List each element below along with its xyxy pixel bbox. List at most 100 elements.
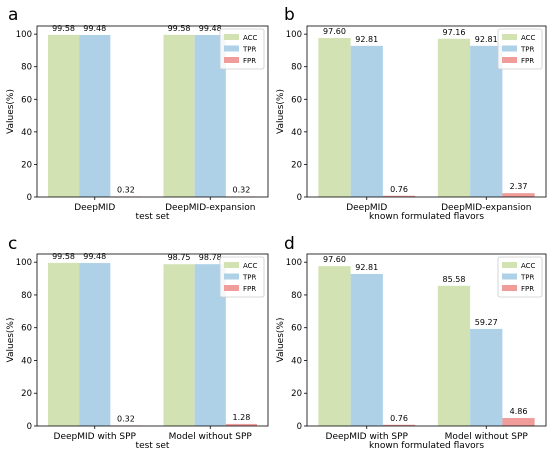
bar-fpr [502, 418, 535, 426]
bar-acc [47, 262, 80, 426]
bar-fpr [382, 195, 416, 197]
chart-panel-d: d 97.60 92.81 0.76 DeepMID with SPP 85.58 59.2… [276, 234, 547, 451]
data-label: 99.58 [52, 24, 75, 33]
y-tick-label: 0 [27, 422, 32, 432]
legend-swatch [502, 262, 517, 268]
bar-acc [163, 264, 195, 426]
data-label: 97.60 [323, 255, 346, 264]
data-label: 4.86 [510, 407, 528, 416]
y-tick-label: 80 [291, 291, 302, 301]
legend-entry: TPR [520, 46, 534, 54]
y-tick-label: 20 [21, 160, 32, 170]
legend-entry: TPR [520, 274, 534, 282]
legend-swatch [224, 273, 239, 280]
legend-swatch [224, 285, 239, 291]
y-tick-label: 100 [16, 258, 32, 268]
y-tick-label: 60 [291, 95, 302, 105]
panel-label: c [8, 234, 17, 254]
bar-tpr [350, 273, 383, 426]
legend-entry: ACC [521, 34, 536, 42]
bar-tpr [79, 34, 111, 197]
y-tick-label: 80 [21, 291, 32, 301]
data-label: 99.48 [83, 252, 106, 261]
bar-acc [437, 38, 471, 197]
plot-frame [306, 25, 547, 198]
data-label: 99.58 [168, 24, 191, 33]
chart-panel-c: c 99.58 99.48 0.32 DeepMID with SPP 98.75 98.7… [6, 234, 269, 451]
legend-swatch [502, 45, 517, 52]
y-tick-label: 60 [21, 324, 32, 334]
legend-swatch [224, 57, 239, 63]
x-tick-label: DeepMID-expansion [165, 203, 255, 213]
plot-frame [36, 25, 269, 198]
y-tick-label: 20 [291, 389, 302, 399]
y-tick-label: 100 [286, 258, 302, 268]
data-label: 0.32 [233, 185, 251, 194]
legend-swatch [224, 262, 239, 268]
y-tick-label: 20 [21, 389, 32, 399]
legend-swatch [502, 34, 517, 40]
legend-swatch [502, 285, 517, 291]
data-label: 0.32 [117, 414, 135, 423]
data-label: 98.75 [168, 253, 191, 262]
legend-entry: ACC [243, 262, 258, 270]
bar-tpr [470, 328, 503, 426]
y-axis-title: Values(%) [6, 318, 16, 363]
legend-swatch [502, 57, 517, 63]
y-tick-label: 0 [27, 193, 32, 203]
bar-fpr [502, 193, 535, 197]
legend-swatch [224, 34, 239, 40]
data-label: 92.81 [355, 35, 378, 44]
bar-tpr [350, 45, 383, 197]
legend-entry: FPR [521, 285, 534, 293]
x-tick-label: DeepMID [74, 203, 115, 213]
panel-label: a [8, 5, 18, 25]
legend-entry: FPR [243, 57, 256, 65]
data-label: 97.16 [443, 28, 466, 37]
data-label: 1.28 [233, 413, 251, 422]
data-label: 99.48 [83, 24, 106, 33]
bar-acc [47, 34, 80, 197]
x-tick-label: DeepMID-expansion [441, 203, 531, 213]
data-label: 85.58 [443, 275, 466, 284]
legend-entry: FPR [243, 285, 256, 293]
bar-fpr [382, 424, 416, 426]
y-tick-label: 0 [297, 422, 302, 432]
data-label: 0.32 [117, 185, 135, 194]
y-tick-label: 100 [16, 30, 32, 40]
y-tick-label: 80 [291, 63, 302, 73]
data-label: 92.81 [355, 263, 378, 272]
panel-label: d [284, 234, 295, 254]
data-label: 0.76 [390, 414, 408, 423]
y-axis-title: Values(%) [276, 318, 286, 363]
y-axis-title: Values(%) [276, 89, 286, 134]
x-tick-label: DeepMID [346, 203, 387, 213]
legend-entry: TPR [242, 46, 256, 54]
data-label: 99.48 [199, 24, 222, 33]
legend-swatch [224, 45, 239, 52]
x-axis-title: known formulated flavors [369, 212, 484, 222]
x-axis-title: test set [136, 212, 170, 222]
x-axis-title: known formulated flavors [369, 441, 484, 451]
legend-entry: TPR [242, 274, 256, 282]
x-axis-title: test set [136, 441, 170, 451]
data-label: 2.37 [510, 182, 528, 191]
y-tick-label: 20 [291, 160, 302, 170]
legend-swatch [502, 273, 517, 280]
y-tick-label: 60 [291, 324, 302, 334]
bar-acc [318, 38, 351, 197]
x-tick-label: DeepMID with SPP [54, 432, 137, 442]
y-tick-label: 80 [21, 63, 32, 73]
bar-acc [318, 266, 351, 426]
data-label: 59.27 [475, 318, 498, 327]
bar-tpr [79, 263, 111, 426]
y-tick-label: 40 [21, 128, 32, 138]
bar-fpr [225, 423, 258, 426]
y-tick-label: 60 [21, 95, 32, 105]
legend-entry: ACC [243, 34, 258, 42]
data-label: 98.78 [199, 253, 222, 262]
y-tick-label: 40 [21, 356, 32, 366]
bar-tpr [470, 45, 503, 197]
plot-frame [36, 253, 269, 427]
